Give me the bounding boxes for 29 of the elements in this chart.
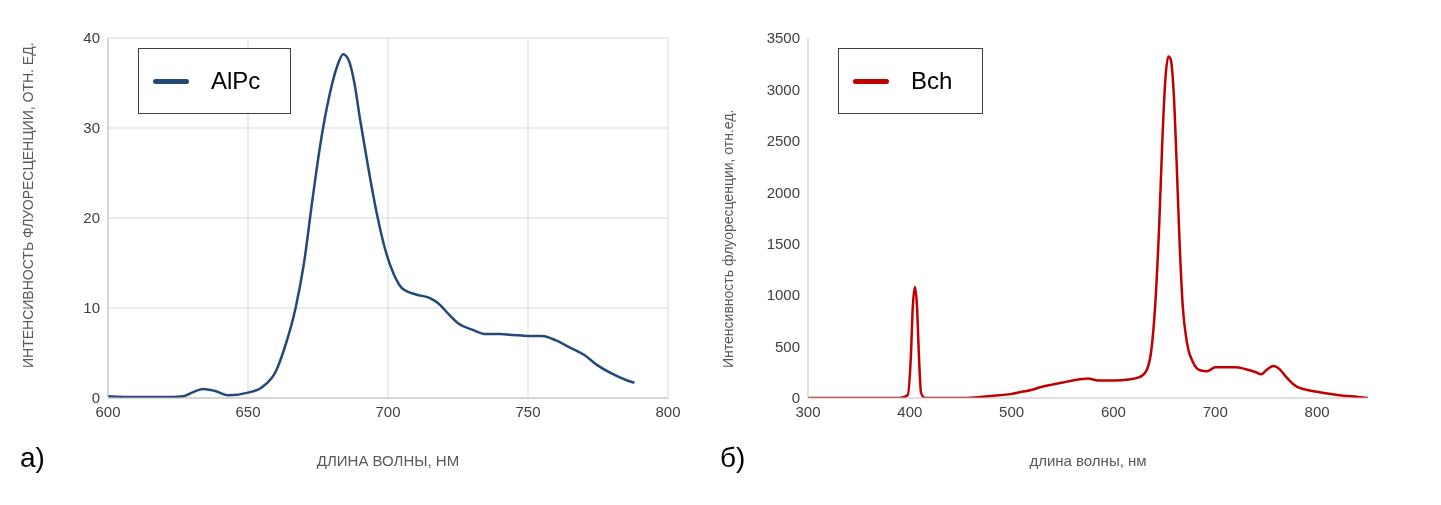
y-tick-label: 10	[83, 299, 100, 317]
y-tick-label: 2000	[766, 183, 800, 201]
x-tick-label: 650	[235, 402, 261, 420]
y-tick-label: 30	[83, 119, 100, 137]
legend-label: Bch	[911, 67, 953, 95]
x-tick-label: 500	[999, 402, 1025, 420]
y-tick-label: 3500	[766, 29, 800, 47]
x-tick-label: 600	[1100, 402, 1126, 420]
x-tick-label: 800	[655, 402, 681, 420]
y-tick-label: 500	[774, 337, 800, 355]
y-tick-label: 20	[83, 209, 100, 227]
x-axis-title: ДЛИНА ВОЛНЫ, НМ	[316, 452, 460, 469]
y-tick-label: 3000	[766, 80, 800, 98]
x-tick-label: 700	[375, 402, 401, 420]
x-tick-label: 800	[1304, 402, 1330, 420]
text: а)	[20, 442, 45, 474]
x-tick-label: 750	[515, 402, 541, 420]
x-axis-title: длина волны, нм	[1029, 452, 1147, 469]
y-tick-label: 2500	[766, 132, 800, 150]
y-tick-label: 40	[83, 29, 100, 47]
y-tick-label: 1000	[766, 286, 800, 304]
y-axis-title: ИНТЕНСИВНОСТЬ ФЛУОРЕСЦЕНЦИИ, ОТН. ЕД.	[19, 42, 36, 368]
line-series	[108, 52, 636, 398]
x-tick-label: 700	[1202, 402, 1228, 420]
text: б)	[720, 442, 746, 474]
y-tick-label: 1500	[766, 235, 800, 253]
y-axis-title: Интенсивность флуоресценции, отн.ед.	[719, 109, 736, 368]
x-tick-label: 400	[897, 402, 923, 420]
legend-label: AlPc	[211, 67, 261, 95]
